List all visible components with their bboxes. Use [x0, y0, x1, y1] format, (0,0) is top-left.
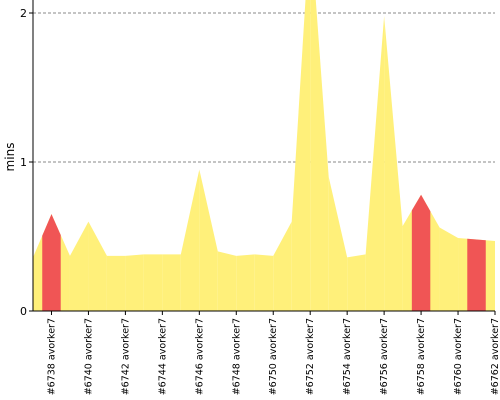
x-tick-label: #6748 avorker7 [231, 318, 242, 395]
area-segment [143, 254, 163, 311]
area-segment [125, 254, 144, 311]
x-tick-label: #6760 avorker7 [453, 318, 464, 395]
y-tick-label: 2 [20, 7, 27, 20]
axis-layer [32, 0, 495, 312]
area-segment [291, 0, 311, 311]
area-segment [236, 254, 255, 311]
x-tick-label: #6758 avorker7 [416, 318, 427, 395]
failed-build-area [42, 214, 61, 311]
area-segment [273, 221, 292, 311]
x-tick-label: #6762 avorker7 [490, 318, 500, 395]
x-tick-label: #6746 avorker7 [194, 318, 205, 395]
area-segment [180, 169, 200, 311]
area-segment [310, 0, 329, 311]
x-tick-label: #6750 avorker7 [268, 318, 279, 395]
y-tick-label: 0 [20, 305, 27, 318]
y-tick-layer: 0 1 2 [20, 7, 33, 318]
x-tick-label: #6738 avorker7 [46, 318, 57, 395]
area-segment [106, 255, 126, 311]
failed-build-area [467, 238, 486, 311]
y-tick-label: 1 [20, 156, 27, 169]
area-segment [69, 221, 89, 311]
x-tick-label: #6740 avorker7 [83, 318, 94, 395]
x-tick-label: #6754 avorker7 [342, 318, 353, 395]
area-segment [439, 227, 459, 311]
area-segment [254, 254, 274, 311]
area-segment [347, 254, 366, 311]
area-segment [162, 254, 181, 311]
x-tick-label: #6744 avorker7 [157, 318, 168, 395]
area-segment [365, 15, 385, 311]
x-tick-label: #6742 avorker7 [120, 318, 131, 395]
area-segment [384, 15, 403, 311]
x-tick-label: #6756 avorker7 [379, 318, 390, 395]
area-segment [88, 221, 107, 311]
area-segment [199, 169, 218, 311]
x-tick-layer: #6738 avorker7 #6740 avorker7 #6742 avorke… [46, 311, 500, 395]
area-segment [328, 176, 348, 311]
area-segment [217, 251, 237, 311]
failed-build-area [411, 194, 431, 311]
x-tick-label: #6752 avorker7 [305, 318, 316, 395]
area-layer [33, 0, 495, 311]
grid-layer [33, 12, 495, 163]
y-axis-label: mins [3, 143, 17, 172]
